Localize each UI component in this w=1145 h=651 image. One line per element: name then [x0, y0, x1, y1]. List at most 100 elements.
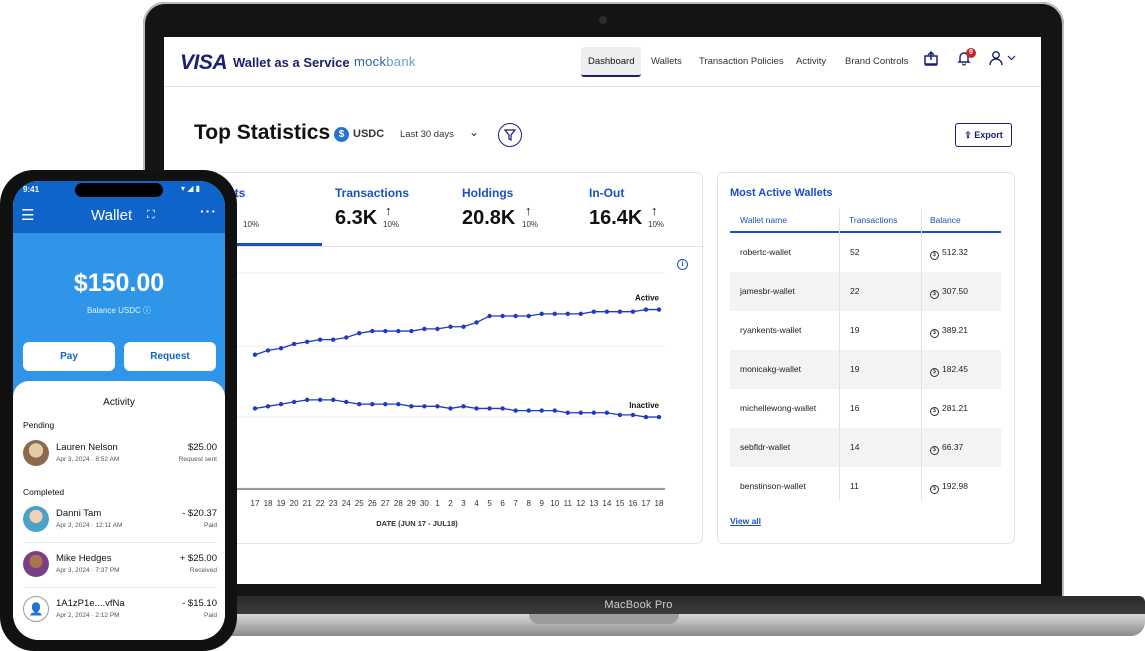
nav-wallets[interactable]: Wallets [651, 56, 682, 67]
column-header-wallet: Wallet name [740, 215, 787, 225]
pay-button[interactable]: Pay [23, 342, 115, 371]
series-label: Inactive [629, 401, 659, 410]
data-point [565, 410, 570, 415]
x-tick-label: 17 [251, 499, 260, 508]
x-tick-label: 15 [615, 499, 624, 508]
table-row[interactable]: jamesbr-wallet 22 $307.50 [730, 272, 1001, 311]
laptop-label: MacBook Pro [604, 599, 673, 611]
transaction-date: Apr 3, 2024 · 8:52 AM [56, 456, 120, 463]
stat-value: 6.3K [335, 207, 378, 229]
transaction-item[interactable]: Lauren Nelson Apr 3, 2024 · 8:52 AM $25.… [23, 434, 217, 476]
transaction-date: Apr 3, 2024 · 7:37 PM [56, 567, 120, 574]
date-range-select[interactable]: Last 30 days [400, 129, 454, 140]
transaction-item[interactable]: 👤 1A1zP1e....vfNa Apr 2, 2024 · 2:12 PM … [23, 590, 217, 632]
transaction-item[interactable]: Danni Tam Apr 3, 2024 · 12:11 AM - $20.3… [23, 500, 217, 542]
data-point [330, 397, 336, 403]
x-tick-label: 2 [448, 499, 453, 508]
arrow-up-icon: ↑ [385, 203, 392, 218]
data-point [461, 324, 466, 329]
divider [165, 246, 704, 247]
chevron-down-icon[interactable]: ⌄ [469, 125, 480, 139]
scan-icon[interactable]: ⛶ [147, 209, 155, 221]
x-tick-label: 14 [602, 499, 611, 508]
request-button[interactable]: Request [124, 342, 216, 371]
data-point [617, 309, 623, 314]
data-point [383, 401, 388, 407]
transaction-item[interactable]: Mike Hedges Apr 3, 2024 · 7:37 PM + $25.… [23, 545, 217, 587]
data-point [291, 341, 297, 347]
table-row[interactable]: robertc-wallet 52 $512.32 [730, 233, 1001, 272]
data-point [604, 309, 610, 314]
transaction-amount: - $15.10 [182, 598, 217, 609]
data-point [252, 406, 258, 411]
usdc-icon: $ [930, 329, 939, 338]
balance-amount: $150.00 [73, 269, 165, 297]
transaction-status: Paid [203, 522, 217, 529]
export-button[interactable]: ⇪ Export [955, 123, 1012, 147]
transaction-date: Apr 3, 2024 · 12:11 AM [56, 522, 123, 529]
table-row[interactable]: ryankents-wallet 19 $389.21 [730, 311, 1001, 350]
info-icon[interactable]: i [677, 259, 688, 270]
data-point [278, 346, 284, 351]
active-tab-indicator [165, 243, 322, 246]
export-label: Export [974, 130, 1003, 140]
x-axis-label: DATE (JUN 17 - JUL18) [376, 519, 458, 528]
currency-label: USDC [353, 128, 385, 140]
filter-icon[interactable] [498, 123, 522, 147]
data-point [630, 412, 636, 418]
wallet-balance: $66.37 [930, 442, 963, 455]
table-row[interactable]: sebfldr-wallet 14 $66.37 [730, 428, 1001, 467]
share-icon[interactable] [920, 50, 942, 72]
stat-tab-holdings[interactable]: Holdings [462, 186, 514, 200]
x-tick-label: 13 [589, 499, 598, 508]
data-point [461, 404, 466, 409]
table-row[interactable]: michellewong-wallet 16 $281.21 [730, 389, 1001, 428]
data-point [370, 328, 375, 334]
menu-icon[interactable]: ☰ [21, 207, 35, 224]
data-point [617, 412, 623, 418]
x-tick-label: 3 [461, 499, 466, 508]
more-icon[interactable]: ··· [200, 203, 217, 219]
view-all-link[interactable]: View all [730, 516, 762, 526]
wallet-transactions: 19 [850, 364, 860, 374]
table-row[interactable]: monicakg-wallet 19 $182.45 [730, 350, 1001, 389]
data-point [591, 410, 597, 415]
x-tick-label: 24 [342, 499, 351, 508]
stat-tab-in-out[interactable]: In-Out [589, 186, 625, 200]
balance-label: Balance USDC ⓘ [13, 305, 225, 316]
transaction-name: 1A1zP1e....vfNa [56, 598, 125, 609]
visa-logo: VISA [180, 51, 228, 74]
data-point [552, 311, 557, 317]
data-point [578, 410, 584, 415]
data-point [435, 326, 440, 332]
x-tick-label: 7 [513, 499, 518, 508]
data-point [474, 406, 479, 411]
nav-brand-controls[interactable]: Brand Controls [845, 56, 909, 67]
wallet-balance-value: 389.21 [942, 325, 968, 335]
web-app-screen: VISA Wallet as a Service mockbank Dashbo… [164, 37, 1041, 584]
wallet-name: michellewong-wallet [740, 403, 817, 413]
wallet-balance-value: 66.37 [942, 442, 964, 452]
user-menu-icon[interactable] [986, 50, 1020, 72]
x-tick-label: 5 [487, 499, 492, 508]
nav-transaction-policies[interactable]: Transaction Policies [699, 56, 784, 67]
data-point [422, 404, 427, 409]
nav-activity[interactable]: Activity [796, 56, 827, 67]
stat-tab-transactions[interactable]: Transactions [335, 186, 410, 200]
data-point [500, 313, 505, 319]
table-row[interactable]: benstinson-wallet 11 $192.98 [730, 467, 1001, 506]
nav-dashboard[interactable]: Dashboard [581, 47, 642, 77]
data-point [552, 408, 557, 413]
x-tick-label: 26 [368, 499, 377, 508]
data-point [643, 414, 649, 420]
base-body [132, 614, 1145, 636]
app-bar: 9:41 ▾ ◢ ▮ ☰ Wallet ⛶ ··· [13, 181, 225, 233]
info-icon[interactable]: ⓘ [143, 306, 152, 315]
x-tick-label: 12 [576, 499, 585, 508]
usdc-icon: $ [930, 368, 939, 377]
data-point [278, 401, 284, 407]
usdc-icon: $ [930, 290, 939, 299]
stat-pct: 10% [522, 220, 539, 229]
wallet-balance: $389.21 [930, 325, 968, 338]
